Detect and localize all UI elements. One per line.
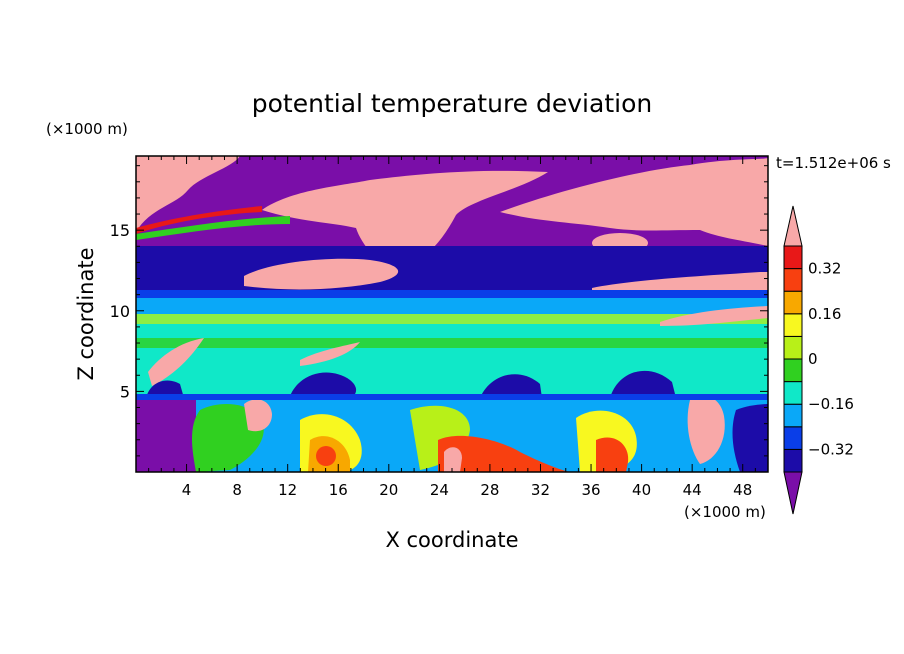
pink-plume-2 bbox=[444, 447, 462, 472]
dark-lobe-3 bbox=[610, 370, 676, 398]
pink-patch-upper-center bbox=[262, 170, 548, 268]
green-plume-1 bbox=[192, 404, 264, 472]
colorbar-top-triangle bbox=[783, 205, 803, 247]
y-tick-label: 15 bbox=[110, 221, 130, 240]
pink-patch-mid-left bbox=[148, 338, 204, 386]
colorbar-box bbox=[783, 335, 803, 360]
x-tick-label: 36 bbox=[581, 481, 600, 499]
contour-field bbox=[136, 156, 768, 472]
dark-lobe-1 bbox=[290, 372, 357, 398]
y-tick-label: 5 bbox=[120, 382, 130, 401]
chart-title: potential temperature deviation bbox=[252, 89, 652, 118]
x-tick-label: 28 bbox=[480, 481, 499, 499]
x-tick-label: 16 bbox=[329, 481, 348, 499]
x-tick-label: 44 bbox=[683, 481, 702, 499]
colorbar-box bbox=[783, 403, 803, 428]
x-tick-label: 40 bbox=[632, 481, 651, 499]
x-tick-label: 12 bbox=[278, 481, 297, 499]
y-axis: 5 10 15 bbox=[110, 165, 768, 457]
colorbar-label: −0.16 bbox=[808, 395, 854, 413]
colorbar-box bbox=[783, 245, 803, 270]
red-plume-3 bbox=[596, 437, 629, 472]
colorbar-box bbox=[783, 268, 803, 292]
colorbar-box bbox=[783, 381, 803, 405]
red-plume-2 bbox=[438, 435, 570, 472]
green-band-mid bbox=[136, 314, 768, 324]
colorbar-box bbox=[783, 290, 803, 315]
pink-patch-tropopause-left bbox=[244, 258, 399, 290]
colorbar-label: 0.32 bbox=[808, 260, 841, 278]
boundary-layer-left bbox=[136, 398, 196, 472]
x-tick-label: 32 bbox=[531, 481, 550, 499]
pink-patch-mid-center bbox=[300, 342, 360, 366]
colorbar-label: −0.32 bbox=[808, 440, 854, 458]
pink-patch-upper-right bbox=[500, 158, 768, 246]
blue-strip-tropopause bbox=[136, 290, 768, 298]
x-tick-label: 24 bbox=[430, 481, 449, 499]
blue-patch-right bbox=[732, 404, 768, 472]
x-tick-label: 8 bbox=[232, 481, 242, 499]
pink-plume-5 bbox=[244, 399, 272, 432]
colorbar: 0.32 0.16 0 −0.16 −0.32 bbox=[783, 205, 854, 515]
y-axis-label: Z coordinate bbox=[74, 247, 98, 380]
pink-plume-4 bbox=[687, 396, 725, 464]
colorbar-bottom-triangle bbox=[783, 471, 803, 515]
time-label: t=1.512e+06 s bbox=[776, 154, 891, 172]
colorbar-box bbox=[783, 358, 803, 383]
y-tick-label: 10 bbox=[110, 302, 130, 321]
blue-strip-z5 bbox=[136, 394, 768, 400]
upper-edge-green bbox=[136, 216, 290, 240]
pink-patch-mid-right bbox=[660, 306, 768, 326]
x-axis-label: X coordinate bbox=[385, 528, 518, 552]
cyan-band-mid bbox=[136, 298, 768, 314]
y-unit-label: (×1000 m) bbox=[46, 120, 128, 138]
colorbar-box bbox=[783, 313, 803, 337]
upper-edge-red bbox=[136, 206, 262, 234]
dark-lobe-2 bbox=[480, 374, 542, 398]
dark-lobe-4 bbox=[146, 380, 184, 398]
x-axis: 4 8 12 16 20 24 28 32 36 40 44 48 bbox=[148, 156, 756, 499]
colorbar-label: 0.16 bbox=[808, 305, 841, 323]
x-unit-label: (×1000 m) bbox=[684, 503, 766, 521]
colorbar-box bbox=[783, 426, 803, 450]
green-band-lower-mid bbox=[136, 338, 768, 348]
x-tick-label: 48 bbox=[733, 481, 752, 499]
colorbar-box bbox=[783, 448, 803, 473]
red-spot-1 bbox=[316, 446, 336, 466]
pink-patch-upper-left bbox=[136, 156, 240, 232]
x-tick-label: 4 bbox=[182, 481, 192, 499]
x-tick-label: 20 bbox=[379, 481, 398, 499]
colorbar-label: 0 bbox=[808, 350, 818, 368]
